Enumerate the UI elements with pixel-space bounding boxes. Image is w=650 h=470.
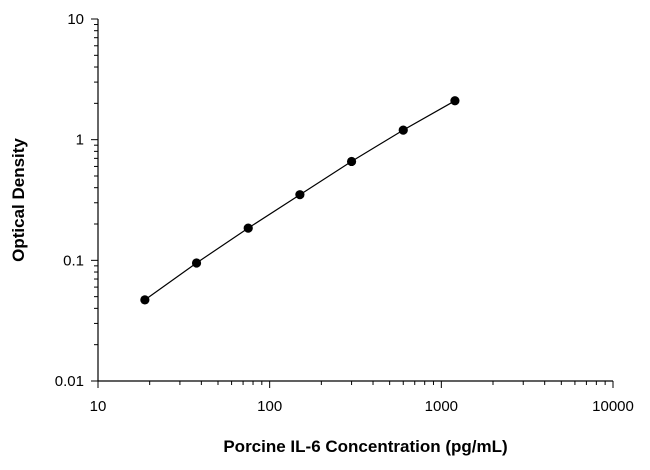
axes [97,19,613,382]
data-point [191,258,202,268]
fit-curve [144,100,456,301]
data-point [295,190,305,200]
x-ticks [97,381,614,388]
x-tick-label: 10000 [592,398,634,415]
x-axis-title: Porcine IL-6 Concentration (pg/mL) [223,437,507,456]
y-tick-label: 10 [67,11,84,28]
x-tick-labels: 10 100 1000 10000 [90,398,634,415]
y-tick-labels: 10 1 0.1 0.01 [55,11,84,390]
data-point [140,295,150,305]
y-ticks [91,18,98,382]
x-tick-label: 10 [90,398,107,415]
y-axis-title: Optical Density [9,138,28,262]
x-tick-label: 100 [257,398,282,415]
data-point [398,125,408,135]
y-tick-label: 0.1 [63,252,84,269]
data-point [346,156,357,167]
y-tick-label: 1 [76,132,84,149]
y-tick-label: 0.01 [55,373,84,390]
data-point [450,96,460,106]
data-point [243,223,253,233]
data-points [140,96,460,305]
x-tick-label: 1000 [425,398,458,415]
